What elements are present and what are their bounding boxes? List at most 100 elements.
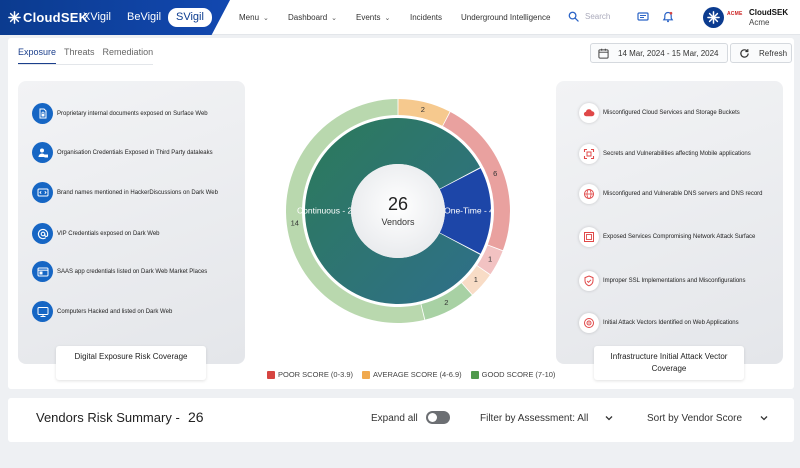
outer-segment[interactable]	[461, 265, 490, 295]
chevron-down-icon[interactable]	[604, 413, 614, 423]
cloud-icon	[579, 103, 599, 123]
expand-all-label: Expand all	[371, 413, 418, 424]
vendor-total: 26	[388, 194, 408, 214]
outer-segment-label: 1	[474, 275, 478, 284]
inner-ring: Continuous - 22 One-Time - 4	[297, 118, 494, 304]
inner-segment[interactable]	[304, 118, 481, 304]
account-org: CloudSEK	[749, 8, 789, 17]
calendar-icon	[598, 48, 609, 59]
outer-segment[interactable]	[477, 245, 503, 275]
digital-exposure-card: Proprietary internal documents exposed o…	[18, 81, 245, 364]
nav-dashboard[interactable]: Dashboard ⌄	[288, 0, 337, 35]
network-icon	[579, 227, 599, 247]
bell-icon[interactable]	[662, 11, 674, 23]
legend-label: POOR SCORE (0-3.9)	[278, 370, 354, 379]
outer-segment-label: 2	[421, 105, 425, 114]
exposure-item-label: Brand names mentioned in HackerDiscussio…	[57, 189, 218, 196]
summary-separator: -	[175, 410, 180, 425]
monitor-icon	[32, 301, 53, 322]
inner-segment-label: One-Time - 4	[444, 205, 494, 215]
infrastructure-item[interactable]: Initial Attack Vectors Identified on Web…	[579, 313, 739, 333]
org-avatar[interactable]	[703, 7, 724, 28]
outer-segment-label: 14	[291, 219, 299, 228]
legend-label: GOOD SCORE (7-10)	[481, 370, 556, 379]
refresh-icon	[740, 48, 749, 58]
tabs-divider	[18, 64, 153, 65]
chevron-down-icon: ⌄	[331, 15, 338, 22]
inner-segment[interactable]	[439, 168, 491, 254]
document-lock-icon	[32, 103, 53, 124]
tab-exposure[interactable]: Exposure	[18, 45, 57, 65]
infrastructure-item-label: Secrets and Vulnerabilities affecting Mo…	[603, 151, 751, 157]
expand-all-toggle[interactable]	[426, 411, 450, 424]
donut-center	[351, 164, 445, 258]
outer-segment[interactable]	[442, 112, 510, 251]
outer-segment[interactable]	[421, 283, 472, 320]
exposure-item[interactable]: Brand names mentioned in HackerDiscussio…	[32, 182, 218, 203]
infrastructure-item[interactable]: Improper SSL Implementations and Misconf…	[579, 271, 746, 291]
announcement-icon[interactable]	[637, 11, 649, 23]
infrastructure-item-label: Misconfigured Cloud Services and Storage…	[603, 110, 740, 116]
summary-title: Vendors Risk Summary -	[36, 410, 180, 425]
exposure-item-label: Organisation Credentials Exposed in Thir…	[57, 149, 213, 156]
tenant-logo[interactable]: ACME	[727, 11, 743, 17]
exposure-item-label: SAAS app credentials listed on Dark Web …	[57, 268, 208, 275]
nav-underground-label: Underground Intelligence	[461, 13, 551, 22]
refresh-button[interactable]: Refresh	[730, 43, 792, 63]
exposure-item[interactable]: Computers Hacked and listed on Dark Web	[32, 301, 172, 322]
infrastructure-item[interactable]: Misconfigured and Vulnerable DNS servers…	[579, 184, 763, 204]
legend-average: AVERAGE SCORE (4-6.9)	[362, 370, 462, 379]
exposure-item[interactable]: Proprietary internal documents exposed o…	[32, 103, 208, 124]
exposure-item-label: Proprietary internal documents exposed o…	[57, 110, 208, 117]
legend-swatch	[362, 370, 371, 379]
chevron-down-icon: ⌄	[263, 15, 269, 22]
tab-remediation[interactable]: Remediation	[102, 47, 154, 57]
brand-name: CloudSEK	[23, 9, 89, 25]
search-input[interactable]: Search	[568, 11, 610, 22]
search-icon	[568, 11, 579, 22]
exposure-item[interactable]: SAAS app credentials listed on Dark Web …	[32, 261, 207, 282]
inner-segment-label: Continuous - 22	[297, 205, 357, 215]
date-range-picker[interactable]: 14 Mar, 2024 - 15 Mar, 2024	[590, 43, 728, 63]
infrastructure-item[interactable]: Exposed Services Compromising Network At…	[579, 227, 755, 247]
infrastructure-item-label: Initial Attack Vectors Identified on Web…	[603, 320, 739, 326]
legend-swatch	[470, 370, 479, 379]
product-bevigil[interactable]: BeVigil	[127, 11, 162, 23]
tab-threats[interactable]: Threats	[64, 47, 95, 57]
scan-icon	[579, 144, 599, 164]
account-info[interactable]: CloudSEK Acme	[749, 8, 788, 28]
summary-count: 26	[188, 409, 204, 425]
sort-vendor-score-dropdown[interactable]: Sort by Vendor Score	[647, 413, 743, 424]
vendors-risk-summary-bar: Vendors Risk Summary - 26 Expand all Fil…	[8, 398, 794, 442]
exposure-item-label: Computers Hacked and listed on Dark Web	[57, 308, 173, 315]
outer-segment-label: 6	[493, 169, 497, 178]
nav-menu[interactable]: Menu ⌄	[239, 0, 269, 35]
toggle-knob	[428, 413, 437, 422]
exposure-item[interactable]: Organisation Credentials Exposed in Thir…	[32, 142, 213, 163]
exposure-item[interactable]: VIP Credentials exposed on Dark Web	[32, 223, 160, 244]
infrastructure-item-label: Exposed Services Compromising Network At…	[603, 234, 756, 240]
product-xvigil[interactable]: XVigil	[83, 11, 111, 23]
top-bar: CloudSEK XVigil BeVigil SVigil Menu ⌄ Das…	[0, 0, 800, 35]
cloudsek-snowflake-logo-icon	[8, 10, 21, 24]
product-svigil[interactable]: SVigil	[168, 8, 212, 27]
chevron-down-icon[interactable]	[759, 413, 769, 423]
filter-assessment-dropdown[interactable]: Filter by Assessment: All	[480, 413, 589, 424]
nav-events[interactable]: Events ⌄	[356, 0, 390, 35]
account-tenant: Acme	[749, 18, 770, 27]
infrastructure-caption: Infrastructure Initial Attack Vector Cov…	[594, 346, 744, 380]
infrastructure-item[interactable]: Secrets and Vulnerabilities affecting Mo…	[579, 144, 751, 164]
nav-menu-label: Menu	[239, 13, 260, 22]
summary-title-text: Vendors Risk Summary	[36, 410, 172, 425]
outer-segment[interactable]	[398, 99, 450, 126]
nav-underground-intelligence[interactable]: Underground Intelligence	[461, 0, 550, 35]
legend-poor: POOR SCORE (0-3.9)	[267, 370, 353, 379]
cloudsek-logo[interactable]: CloudSEK	[8, 9, 88, 25]
nav-incidents[interactable]: Incidents	[410, 0, 442, 35]
attack-vector-icon	[579, 313, 599, 333]
date-range-value: 14 Mar, 2024 - 15 Mar, 2024	[618, 48, 719, 58]
vendor-total-label: Vendors	[381, 217, 415, 227]
infrastructure-item[interactable]: Misconfigured Cloud Services and Storage…	[579, 103, 740, 123]
